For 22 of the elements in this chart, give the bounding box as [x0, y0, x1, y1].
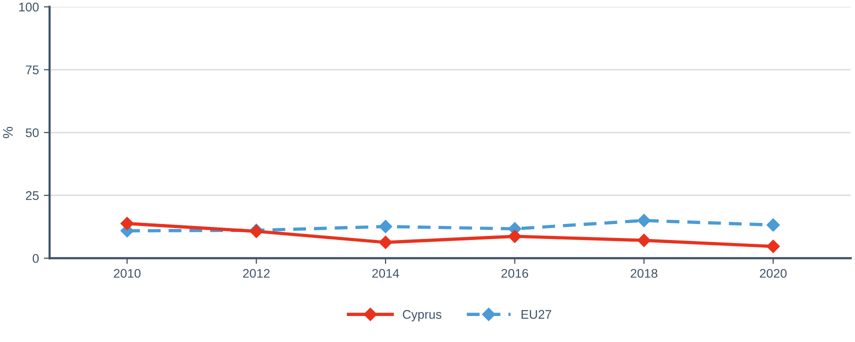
x-tick-label: 2012: [243, 268, 270, 278]
x-tick-label: 2018: [630, 268, 658, 278]
y-tick-label: 100: [19, 2, 39, 12]
y-tick-label: 75: [26, 66, 39, 74]
point: [378, 220, 392, 234]
y-tick-label: 50: [26, 128, 39, 138]
x-tick-label: 2010: [114, 268, 141, 278]
point: [637, 234, 651, 247]
point: [378, 236, 392, 249]
point: [508, 230, 522, 243]
x-tick-label: 2014: [372, 268, 400, 278]
x-tick-label: 2020: [760, 268, 787, 278]
x-tick-label: 2016: [501, 268, 528, 278]
legend-label: Cyprus: [402, 310, 442, 322]
y-tick-label: 25: [26, 191, 39, 200]
point: [766, 218, 780, 232]
point: [120, 216, 134, 230]
y-axis-title: %: [3, 126, 13, 138]
point: [637, 214, 651, 228]
y-tick-label: 0: [32, 254, 39, 263]
point: [766, 240, 780, 253]
legend-label: EU27: [522, 310, 552, 319]
